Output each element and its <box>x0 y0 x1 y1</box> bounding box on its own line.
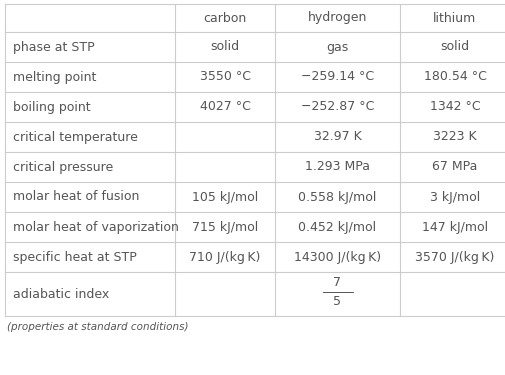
Text: −259.14 °C: −259.14 °C <box>301 70 374 84</box>
Text: 67 MPa: 67 MPa <box>432 160 478 174</box>
Text: −252.87 °C: −252.87 °C <box>301 100 374 114</box>
Text: boiling point: boiling point <box>13 100 90 114</box>
Text: 32.97 K: 32.97 K <box>314 130 362 144</box>
Text: 710 J/(kg K): 710 J/(kg K) <box>189 251 261 264</box>
Text: hydrogen: hydrogen <box>308 12 367 24</box>
Text: adiabatic index: adiabatic index <box>13 288 109 300</box>
Text: 1342 °C: 1342 °C <box>430 100 480 114</box>
Text: 0.558 kJ/mol: 0.558 kJ/mol <box>298 190 377 204</box>
Text: 14300 J/(kg K): 14300 J/(kg K) <box>294 251 381 264</box>
Text: lithium: lithium <box>433 12 477 24</box>
Text: 7: 7 <box>333 276 341 290</box>
Text: 1.293 MPa: 1.293 MPa <box>305 160 370 174</box>
Text: critical temperature: critical temperature <box>13 130 138 144</box>
Text: specific heat at STP: specific heat at STP <box>13 251 137 264</box>
Text: 3570 J/(kg K): 3570 J/(kg K) <box>415 251 495 264</box>
Text: 4027 °C: 4027 °C <box>199 100 250 114</box>
Text: 0.452 kJ/mol: 0.452 kJ/mol <box>298 220 377 234</box>
Text: 5: 5 <box>333 296 341 308</box>
Text: solid: solid <box>440 40 470 54</box>
Text: 147 kJ/mol: 147 kJ/mol <box>422 220 488 234</box>
Text: gas: gas <box>326 40 348 54</box>
Text: molar heat of vaporization: molar heat of vaporization <box>13 220 179 234</box>
Text: 105 kJ/mol: 105 kJ/mol <box>192 190 258 204</box>
Text: 3 kJ/mol: 3 kJ/mol <box>430 190 480 204</box>
Text: critical pressure: critical pressure <box>13 160 113 174</box>
Text: solid: solid <box>211 40 239 54</box>
Text: 715 kJ/mol: 715 kJ/mol <box>192 220 258 234</box>
Text: carbon: carbon <box>204 12 246 24</box>
Text: 180.54 °C: 180.54 °C <box>424 70 486 84</box>
Text: (properties at standard conditions): (properties at standard conditions) <box>7 322 188 332</box>
Text: molar heat of fusion: molar heat of fusion <box>13 190 139 204</box>
Text: phase at STP: phase at STP <box>13 40 94 54</box>
Text: 3223 K: 3223 K <box>433 130 477 144</box>
Text: melting point: melting point <box>13 70 96 84</box>
Text: 3550 °C: 3550 °C <box>199 70 250 84</box>
